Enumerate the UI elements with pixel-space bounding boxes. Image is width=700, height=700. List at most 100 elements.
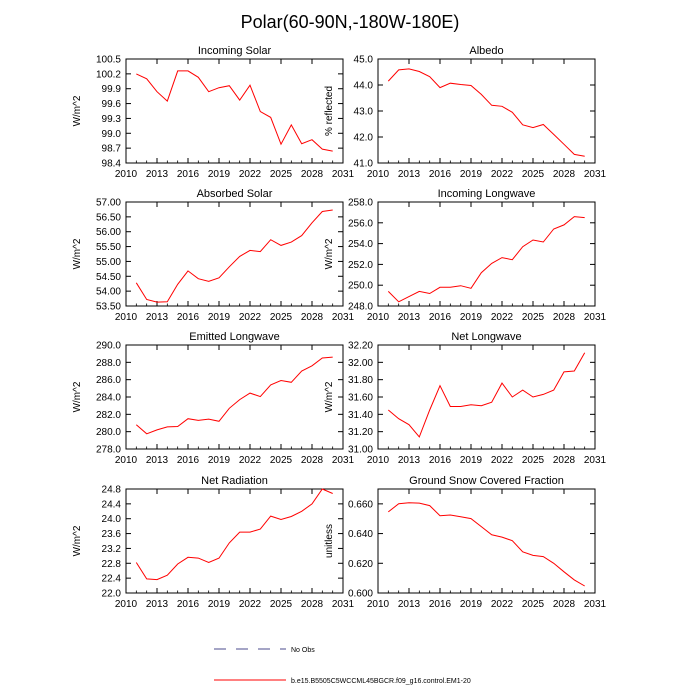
y-tick-label: 56.00	[96, 227, 121, 238]
y-tick-label: 98.4	[102, 159, 122, 170]
chart-title: Incoming Solar	[198, 45, 272, 57]
x-tick-label: 2031	[332, 455, 355, 466]
x-tick-label: 2022	[491, 599, 514, 610]
y-tick-label: 54.00	[96, 287, 121, 298]
chart-panel-3: Absorbed Solar 2010 2013 2016 2019 2022 2025 20…	[72, 188, 355, 323]
y-tick-label: 100.2	[96, 69, 121, 80]
y-tick-label: 32.00	[348, 358, 373, 369]
y-axis-label: W/m^2	[72, 95, 83, 126]
chart-panel-5: Emitted Longwave 2010 2013 2016 2019 2022 2025…	[72, 331, 355, 466]
x-tick-label: 2022	[239, 169, 262, 180]
y-tick-label: 31.20	[348, 427, 373, 438]
y-tick-label: 100.5	[96, 55, 121, 66]
x-tick-label: 2016	[429, 599, 452, 610]
y-tick-label: 31.60	[348, 393, 373, 404]
x-tick-label: 2028	[301, 312, 324, 323]
x-tick-label: 2028	[301, 455, 324, 466]
y-tick-label: 41.0	[354, 159, 374, 170]
y-tick-label: 98.7	[102, 144, 122, 155]
y-tick-label: 22.8	[102, 559, 122, 570]
legend: No Obs b.e15.B5505C5WCCML45BGCR.f09_g16.…	[214, 647, 471, 685]
chart-title: Ground Snow Covered Fraction	[409, 475, 564, 487]
y-tick-label: 256.0	[348, 218, 373, 229]
y-tick-label: 45.0	[354, 55, 374, 66]
x-tick-label: 2025	[522, 455, 545, 466]
chart-title: Incoming Longwave	[438, 188, 536, 200]
x-tick-label: 2013	[398, 312, 421, 323]
y-tick-label: 254.0	[348, 239, 373, 250]
x-tick-label: 2028	[553, 169, 576, 180]
x-tick-label: 2025	[270, 312, 293, 323]
x-tick-label: 2022	[491, 169, 514, 180]
x-tick-label: 2016	[177, 599, 200, 610]
series-line	[135, 488, 333, 581]
x-tick-label: 2022	[239, 312, 262, 323]
series-line	[135, 209, 333, 303]
chart-title: Net Radiation	[201, 475, 268, 487]
x-tick-label: 2031	[584, 599, 607, 610]
x-tick-label: 2013	[398, 455, 421, 466]
x-tick-label: 2019	[460, 169, 483, 180]
x-tick-label: 2013	[398, 599, 421, 610]
y-tick-label: 284.0	[96, 393, 121, 404]
x-tick-label: 2019	[460, 599, 483, 610]
y-tick-label: 54.50	[96, 272, 121, 283]
y-axis-label: W/m^2	[324, 381, 335, 412]
x-tick-label: 2016	[177, 169, 200, 180]
series-line	[387, 502, 585, 587]
series-line	[387, 352, 586, 438]
x-tick-label: 2028	[301, 599, 324, 610]
x-tick-label: 2010	[115, 599, 138, 610]
chart-panel-6: Net Longwave 2010 2013 2016 2019 2022 2025 2028…	[324, 331, 607, 466]
x-tick-label: 2019	[208, 312, 231, 323]
plot-frame	[125, 201, 344, 307]
chart-panel-1: Incoming Solar 2010 2013 2016 2019 2022 2025 20…	[72, 45, 355, 180]
x-tick-label: 2031	[584, 455, 607, 466]
chart-title: Albedo	[469, 45, 503, 57]
x-tick-label: 2010	[367, 169, 390, 180]
y-tick-label: 24.4	[102, 499, 122, 510]
y-tick-label: 24.8	[102, 485, 122, 496]
x-tick-label: 2010	[115, 455, 138, 466]
y-tick-label: 99.0	[102, 129, 122, 140]
x-tick-label: 2031	[332, 169, 355, 180]
y-axis-label: W/m^2	[72, 238, 83, 269]
x-tick-label: 2013	[146, 599, 169, 610]
chart-panel-8: Ground Snow Covered Fraction 2010 2013 2016…	[324, 475, 607, 610]
x-tick-label: 2016	[429, 169, 452, 180]
chart-title: Emitted Longwave	[189, 331, 280, 343]
y-tick-label: 0.620	[348, 559, 373, 570]
y-tick-label: 44.0	[354, 81, 374, 92]
y-tick-label: 55.00	[96, 257, 121, 268]
x-tick-label: 2010	[367, 599, 390, 610]
y-tick-label: 0.640	[348, 529, 373, 540]
y-tick-label: 22.4	[102, 574, 122, 585]
y-tick-label: 288.0	[96, 358, 121, 369]
y-tick-label: 55.50	[96, 242, 121, 253]
plot-frame	[377, 58, 596, 164]
x-tick-label: 2025	[270, 169, 293, 180]
y-tick-label: 0.600	[348, 589, 373, 600]
x-tick-label: 2031	[584, 169, 607, 180]
y-tick-label: 258.0	[348, 198, 373, 209]
series-line	[135, 356, 333, 435]
x-tick-label: 2019	[460, 312, 483, 323]
series-line	[387, 216, 585, 303]
series-line	[136, 70, 333, 152]
chart-panel-7: Net Radiation 2010 2013 2016 2019 2022 2025 202…	[72, 475, 355, 610]
chart-panels: Incoming Solar 2010 2013 2016 2019 2022 2025 20…	[72, 45, 607, 610]
x-tick-label: 2010	[367, 312, 390, 323]
y-tick-label: 99.9	[102, 84, 122, 95]
y-tick-label: 22.0	[102, 589, 122, 600]
y-axis-label: W/m^2	[324, 238, 335, 269]
y-tick-label: 250.0	[348, 281, 373, 292]
y-tick-label: 282.0	[96, 410, 121, 421]
y-tick-label: 248.0	[348, 302, 373, 313]
y-tick-label: 23.2	[102, 544, 122, 555]
chart-title: Absorbed Solar	[197, 188, 273, 200]
x-tick-label: 2013	[146, 169, 169, 180]
y-tick-label: 24.0	[102, 514, 122, 525]
x-tick-label: 2022	[491, 312, 514, 323]
